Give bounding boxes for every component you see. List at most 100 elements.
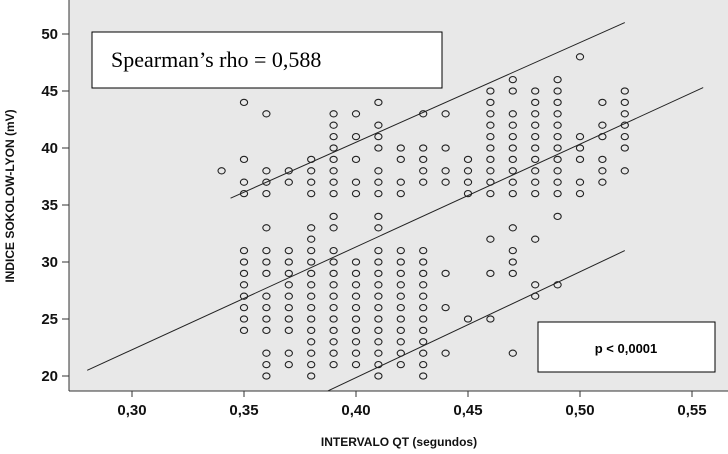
y-tick-label: 40 xyxy=(41,140,58,157)
data-point xyxy=(239,315,249,323)
data-point xyxy=(531,121,540,129)
fit-line-3 xyxy=(326,250,626,391)
data-point xyxy=(329,281,338,289)
data-point xyxy=(396,246,405,255)
data-point xyxy=(620,144,629,152)
data-point xyxy=(508,246,517,255)
y-tick-label: 30 xyxy=(41,254,58,271)
y-tick-label: 20 xyxy=(41,368,58,385)
data-point xyxy=(374,121,383,129)
data-point xyxy=(374,132,383,141)
data-point xyxy=(307,167,316,175)
data-point xyxy=(217,167,226,175)
data-point xyxy=(307,292,316,300)
data-point xyxy=(531,178,540,186)
data-point xyxy=(307,360,316,369)
data-point xyxy=(419,349,428,357)
data-point xyxy=(486,110,495,118)
data-point xyxy=(620,121,629,129)
data-point xyxy=(329,212,338,221)
data-point xyxy=(374,281,383,289)
data-point xyxy=(531,235,540,243)
data-point xyxy=(239,303,249,312)
data-point xyxy=(351,258,361,266)
data-point xyxy=(531,98,540,107)
data-point xyxy=(307,178,316,186)
data-point xyxy=(374,224,383,232)
data-point xyxy=(329,326,338,335)
data-point xyxy=(531,292,540,300)
data-point xyxy=(284,326,293,335)
data-point xyxy=(329,360,338,369)
p-value-annotation-text: p < 0,0001 xyxy=(595,341,658,356)
data-point xyxy=(351,178,361,186)
data-point xyxy=(307,315,316,323)
data-point xyxy=(307,372,316,380)
data-point xyxy=(307,246,316,255)
data-point xyxy=(575,53,585,61)
data-point xyxy=(486,132,495,141)
y-axis-ticks: 20 25 30 35 40 45 50 xyxy=(41,26,69,385)
data-point xyxy=(463,178,473,186)
data-point xyxy=(486,144,495,152)
data-point xyxy=(239,281,249,289)
data-point xyxy=(329,269,338,278)
data-point xyxy=(419,258,428,266)
data-point xyxy=(262,326,271,335)
data-point xyxy=(486,189,495,198)
data-point xyxy=(351,155,361,164)
data-point xyxy=(508,132,517,141)
data-point xyxy=(329,155,338,164)
data-point xyxy=(396,178,405,186)
data-point xyxy=(262,303,271,312)
data-point xyxy=(374,338,383,346)
data-point xyxy=(262,178,271,186)
data-point xyxy=(598,155,607,164)
y-axis-title: INDICE SOKOLOW-LYON (mV) xyxy=(3,109,17,282)
data-point xyxy=(575,155,585,164)
data-point xyxy=(396,315,405,323)
data-point xyxy=(374,189,383,198)
data-point xyxy=(329,110,338,118)
data-point xyxy=(531,155,540,164)
data-point xyxy=(329,338,338,346)
data-point xyxy=(553,121,562,129)
data-point xyxy=(531,87,540,95)
data-points xyxy=(217,53,629,380)
data-point xyxy=(262,224,271,232)
data-point xyxy=(374,315,383,323)
data-point xyxy=(262,110,271,118)
data-point xyxy=(531,167,540,175)
data-point xyxy=(374,292,383,300)
data-point xyxy=(351,303,361,312)
data-point xyxy=(284,315,293,323)
data-point xyxy=(239,155,249,164)
data-point xyxy=(396,349,405,357)
data-point xyxy=(351,110,361,118)
data-point xyxy=(486,121,495,129)
data-point xyxy=(419,178,428,186)
data-point xyxy=(553,110,562,118)
data-point xyxy=(508,121,517,129)
data-point xyxy=(463,167,473,175)
data-point xyxy=(553,75,562,84)
data-point xyxy=(351,132,361,141)
p-value-annotation: p < 0,0001 xyxy=(537,321,716,373)
data-point xyxy=(575,144,585,152)
data-point xyxy=(486,98,495,107)
data-point xyxy=(396,144,405,152)
data-point xyxy=(508,349,517,357)
data-point xyxy=(419,144,428,152)
data-point xyxy=(351,189,361,198)
data-point xyxy=(239,178,249,186)
x-axis-title: INTERVALO QT (segundos) xyxy=(321,435,477,449)
data-point xyxy=(374,258,383,266)
x-tick-label: 0,55 xyxy=(677,402,706,419)
data-point xyxy=(486,269,495,278)
data-point xyxy=(620,87,629,95)
data-point xyxy=(329,349,338,357)
data-point xyxy=(239,269,249,278)
data-point xyxy=(239,258,249,266)
data-point xyxy=(239,326,249,335)
data-point xyxy=(262,292,271,300)
